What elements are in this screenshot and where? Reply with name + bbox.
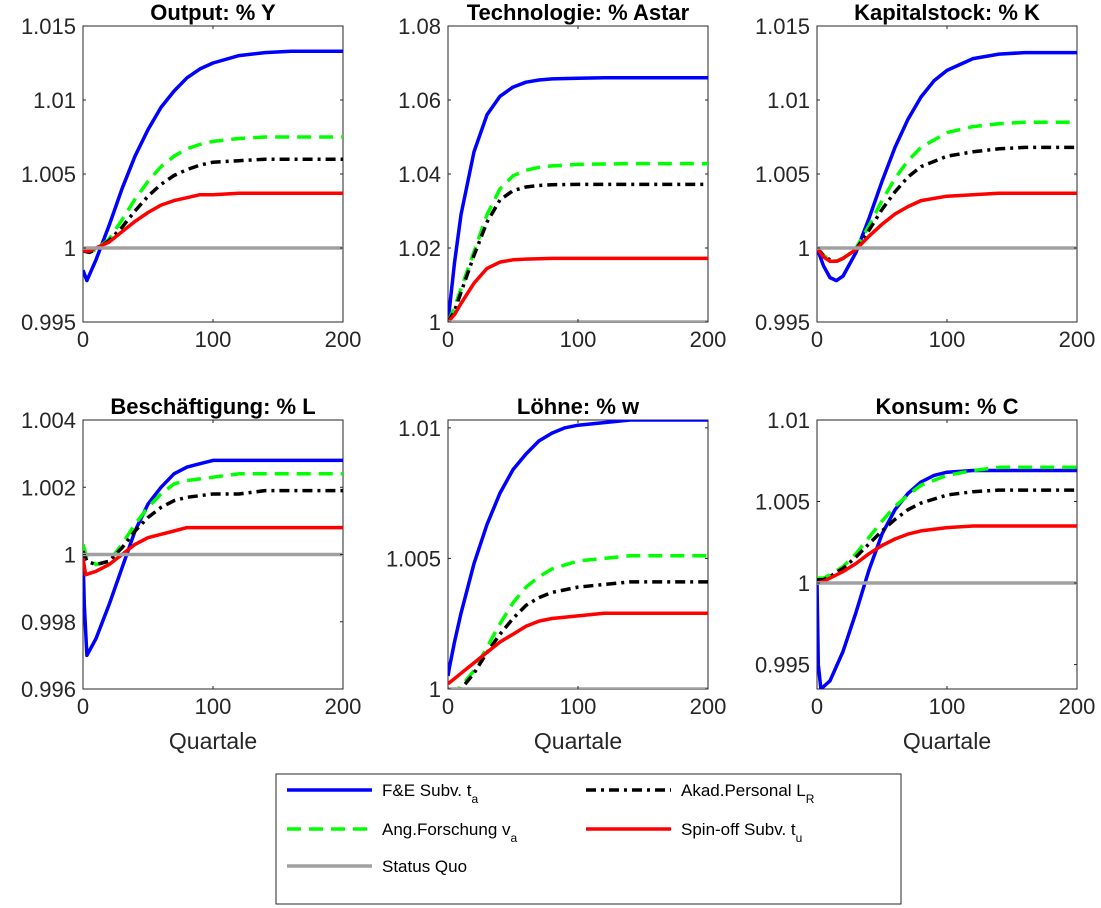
y-tick-label: 0.995 bbox=[21, 310, 76, 335]
y-tick-label: 1.01 bbox=[398, 416, 441, 441]
subplot-4: 0 100 200 0.996 0.998 1 1.002 1.004 Beschäftigun… bbox=[21, 394, 361, 754]
y-tick-label: 1.015 bbox=[755, 14, 810, 39]
series-line-1 bbox=[448, 420, 708, 677]
x-axis-label: Quartale bbox=[903, 728, 991, 754]
x-tick-label: 200 bbox=[690, 694, 727, 719]
subplot-1: 0 100 200 0.995 1 1.005 1.01 1.015 Output: % Y bbox=[21, 0, 361, 352]
y-tick-label: 1 bbox=[429, 677, 441, 702]
series-line-1 bbox=[83, 49, 343, 283]
series-line-3 bbox=[448, 182, 708, 322]
subplot-3: 0 100 200 0.995 1 1.005 1.01 1.015 Kapitalstock:… bbox=[755, 0, 1095, 352]
x-tick-label: 200 bbox=[325, 327, 362, 352]
y-tick-label: 1.06 bbox=[398, 88, 441, 113]
legend-label: Ang.Forschung va bbox=[382, 820, 518, 845]
subplot-5: 0 100 200 1 1.005 1.01 Löhne: % w Quartale bbox=[386, 394, 726, 754]
legend-label: Spin-off Subv. tu bbox=[681, 820, 802, 845]
y-tick-label: 1.01 bbox=[33, 88, 76, 113]
legend: F&E Subv. ta Akad.Personal LR Ang.Forschun… bbox=[275, 773, 902, 905]
subplot-title: Löhne: % w bbox=[517, 394, 640, 419]
series-line-3 bbox=[817, 488, 1077, 582]
series-line-1 bbox=[448, 76, 708, 322]
y-tick-label: 1 bbox=[64, 543, 76, 568]
y-tick-label: 1.002 bbox=[21, 475, 76, 500]
x-tick-label: 100 bbox=[929, 327, 966, 352]
subplot-2: 0 100 200 1 1.02 1.04 1.06 1.08 Technologie: % A… bbox=[398, 0, 726, 352]
plot-area bbox=[82, 25, 344, 323]
y-tick-label: 1 bbox=[798, 571, 810, 596]
y-tick-label: 1.005 bbox=[755, 490, 810, 515]
x-tick-label: 200 bbox=[325, 694, 362, 719]
series-line-4 bbox=[817, 191, 1077, 264]
plot-area bbox=[447, 419, 709, 690]
x-tick-label: 200 bbox=[1059, 327, 1096, 352]
x-tick-label: 100 bbox=[195, 694, 232, 719]
y-tick-label: 0.995 bbox=[755, 310, 810, 335]
y-tick-label: 0.995 bbox=[755, 653, 810, 678]
series-line-4 bbox=[83, 191, 343, 253]
legend-label: F&E Subv. ta bbox=[382, 781, 478, 806]
y-tick-label: 1.02 bbox=[398, 236, 441, 261]
series-line-3 bbox=[83, 488, 343, 567]
series-line-3 bbox=[448, 580, 708, 689]
series-line-4 bbox=[817, 524, 1077, 585]
y-tick-label: 1.08 bbox=[398, 14, 441, 39]
legend-box bbox=[275, 773, 902, 905]
y-tick-label: 1.01 bbox=[767, 88, 810, 113]
x-tick-label: 0 bbox=[442, 694, 454, 719]
x-tick-label: 0 bbox=[811, 694, 823, 719]
y-tick-label: 1 bbox=[798, 236, 810, 261]
x-tick-label: 0 bbox=[442, 327, 454, 352]
x-tick-label: 200 bbox=[1059, 694, 1096, 719]
x-tick-label: 0 bbox=[811, 327, 823, 352]
series-line-1 bbox=[817, 50, 1077, 283]
series-line-4 bbox=[448, 256, 708, 322]
series-line-1 bbox=[83, 458, 343, 658]
x-tick-label: 100 bbox=[929, 694, 966, 719]
legend-label: Status Quo bbox=[382, 857, 467, 876]
x-axis-label: Quartale bbox=[534, 728, 622, 754]
series-line-4 bbox=[83, 525, 343, 577]
y-tick-label: 1 bbox=[64, 236, 76, 261]
x-tick-label: 100 bbox=[560, 327, 597, 352]
subplot-title: Technologie: % Astar bbox=[467, 0, 690, 25]
y-tick-label: 1.005 bbox=[755, 162, 810, 187]
y-tick-label: 0.998 bbox=[21, 610, 76, 635]
plot-area bbox=[447, 25, 709, 323]
x-axis-label: Quartale bbox=[169, 728, 257, 754]
y-tick-label: 1.01 bbox=[767, 408, 810, 433]
y-tick-label: 1 bbox=[429, 310, 441, 335]
series-line-3 bbox=[817, 145, 1077, 264]
x-tick-label: 0 bbox=[77, 327, 89, 352]
y-tick-label: 1.015 bbox=[21, 14, 76, 39]
legend-label: Akad.Personal LR bbox=[681, 781, 815, 806]
x-tick-label: 100 bbox=[195, 327, 232, 352]
series-line-2 bbox=[817, 465, 1077, 580]
x-tick-label: 100 bbox=[560, 694, 597, 719]
series-line-4 bbox=[448, 611, 708, 686]
subplot-title: Konsum: % C bbox=[876, 394, 1019, 419]
y-tick-label: 1.005 bbox=[386, 546, 441, 571]
y-tick-label: 0.996 bbox=[21, 677, 76, 702]
subplot-title: Beschäftigung: % L bbox=[110, 394, 315, 419]
subplot-title: Kapitalstock: % K bbox=[854, 0, 1040, 25]
x-tick-label: 0 bbox=[77, 694, 89, 719]
y-tick-label: 1.04 bbox=[398, 162, 441, 187]
subplot-6: 0 100 200 0.995 1 1.005 1.01 Konsum: % C Quartal… bbox=[755, 394, 1095, 754]
y-tick-label: 1.005 bbox=[21, 162, 76, 187]
y-tick-label: 1.004 bbox=[21, 408, 76, 433]
x-tick-label: 200 bbox=[690, 327, 727, 352]
subplot-title: Output: % Y bbox=[150, 0, 276, 25]
